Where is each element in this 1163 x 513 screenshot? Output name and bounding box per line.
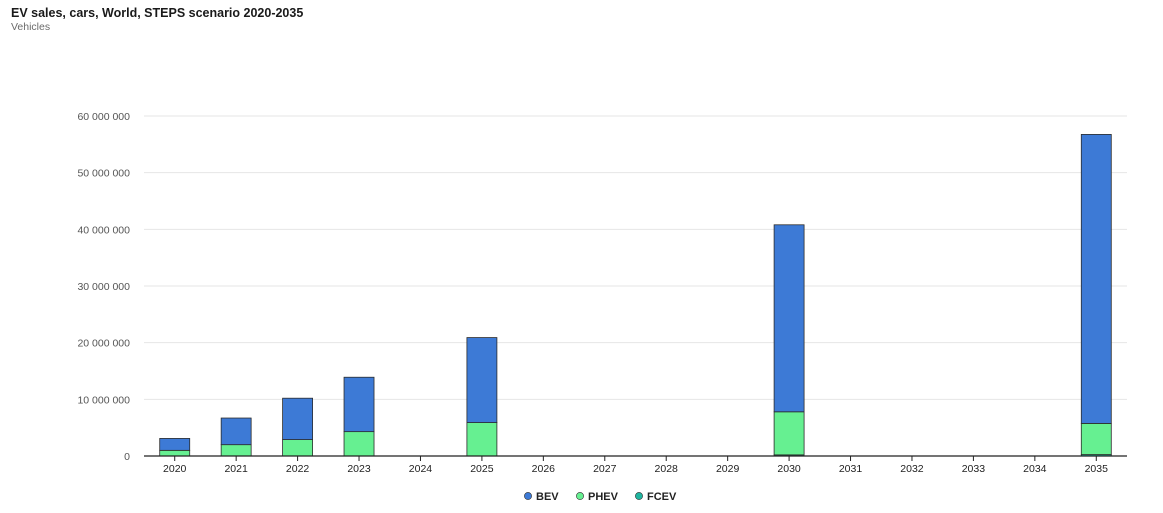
y-tick-label: 20 000 000 bbox=[77, 338, 130, 350]
bar-phev-2030 bbox=[773, 411, 805, 456]
x-tick-label: 2033 bbox=[962, 463, 986, 475]
x-tick-label: 2023 bbox=[347, 463, 371, 475]
x-tick-label: 2031 bbox=[839, 463, 863, 475]
bar-bev-2030 bbox=[773, 224, 805, 413]
chart-title: EV sales, cars, World, STEPS scenario 20… bbox=[11, 6, 304, 20]
x-tick-label: 2020 bbox=[163, 463, 187, 475]
x-tick-label: 2035 bbox=[1085, 463, 1109, 475]
bar-phev-2020 bbox=[159, 449, 191, 457]
x-tick-label: 2024 bbox=[409, 463, 433, 475]
y-tick-label: 0 bbox=[124, 451, 130, 463]
bar-phev-2022 bbox=[282, 439, 313, 457]
y-tick-label: 60 000 000 bbox=[77, 111, 130, 123]
x-tick-label: 2032 bbox=[900, 463, 924, 475]
legend-marker-fcev bbox=[635, 492, 643, 500]
x-tick-label: 2022 bbox=[286, 463, 310, 475]
x-tick-label: 2025 bbox=[470, 463, 494, 475]
x-tick-label: 2027 bbox=[593, 463, 617, 475]
bar-bev-2023 bbox=[343, 376, 375, 433]
legend-marker-phev bbox=[576, 492, 584, 500]
bar-bev-2021 bbox=[220, 417, 252, 446]
x-tick-label: 2034 bbox=[1023, 463, 1047, 475]
legend-label-phev: PHEV bbox=[588, 491, 619, 503]
bar-phev-2025 bbox=[466, 422, 498, 457]
chart-subtitle: Vehicles bbox=[11, 21, 51, 33]
y-tick-label: 30 000 000 bbox=[77, 281, 130, 293]
bar-bev-2025 bbox=[466, 337, 498, 423]
x-tick-label: 2028 bbox=[655, 463, 679, 475]
bar-bev-2020 bbox=[159, 438, 191, 451]
y-tick-label: 10 000 000 bbox=[77, 394, 130, 406]
x-tick-label: 2021 bbox=[224, 463, 248, 475]
x-tick-label: 2026 bbox=[532, 463, 556, 475]
y-tick-label: 50 000 000 bbox=[77, 168, 130, 180]
bar-bev-2022 bbox=[282, 397, 313, 440]
y-tick-label: 40 000 000 bbox=[77, 224, 130, 236]
legend-label-bev: BEV bbox=[536, 491, 559, 503]
x-tick-label: 2030 bbox=[777, 463, 801, 475]
bar-phev-2021 bbox=[220, 444, 252, 457]
legend-marker-bev bbox=[524, 492, 532, 500]
bar-bev-2035 bbox=[1080, 134, 1112, 424]
x-tick-label: 2029 bbox=[716, 463, 740, 475]
bar-phev-2023 bbox=[343, 431, 375, 457]
legend-label-fcev: FCEV bbox=[647, 491, 677, 503]
bar-phev-2035 bbox=[1080, 423, 1112, 455]
